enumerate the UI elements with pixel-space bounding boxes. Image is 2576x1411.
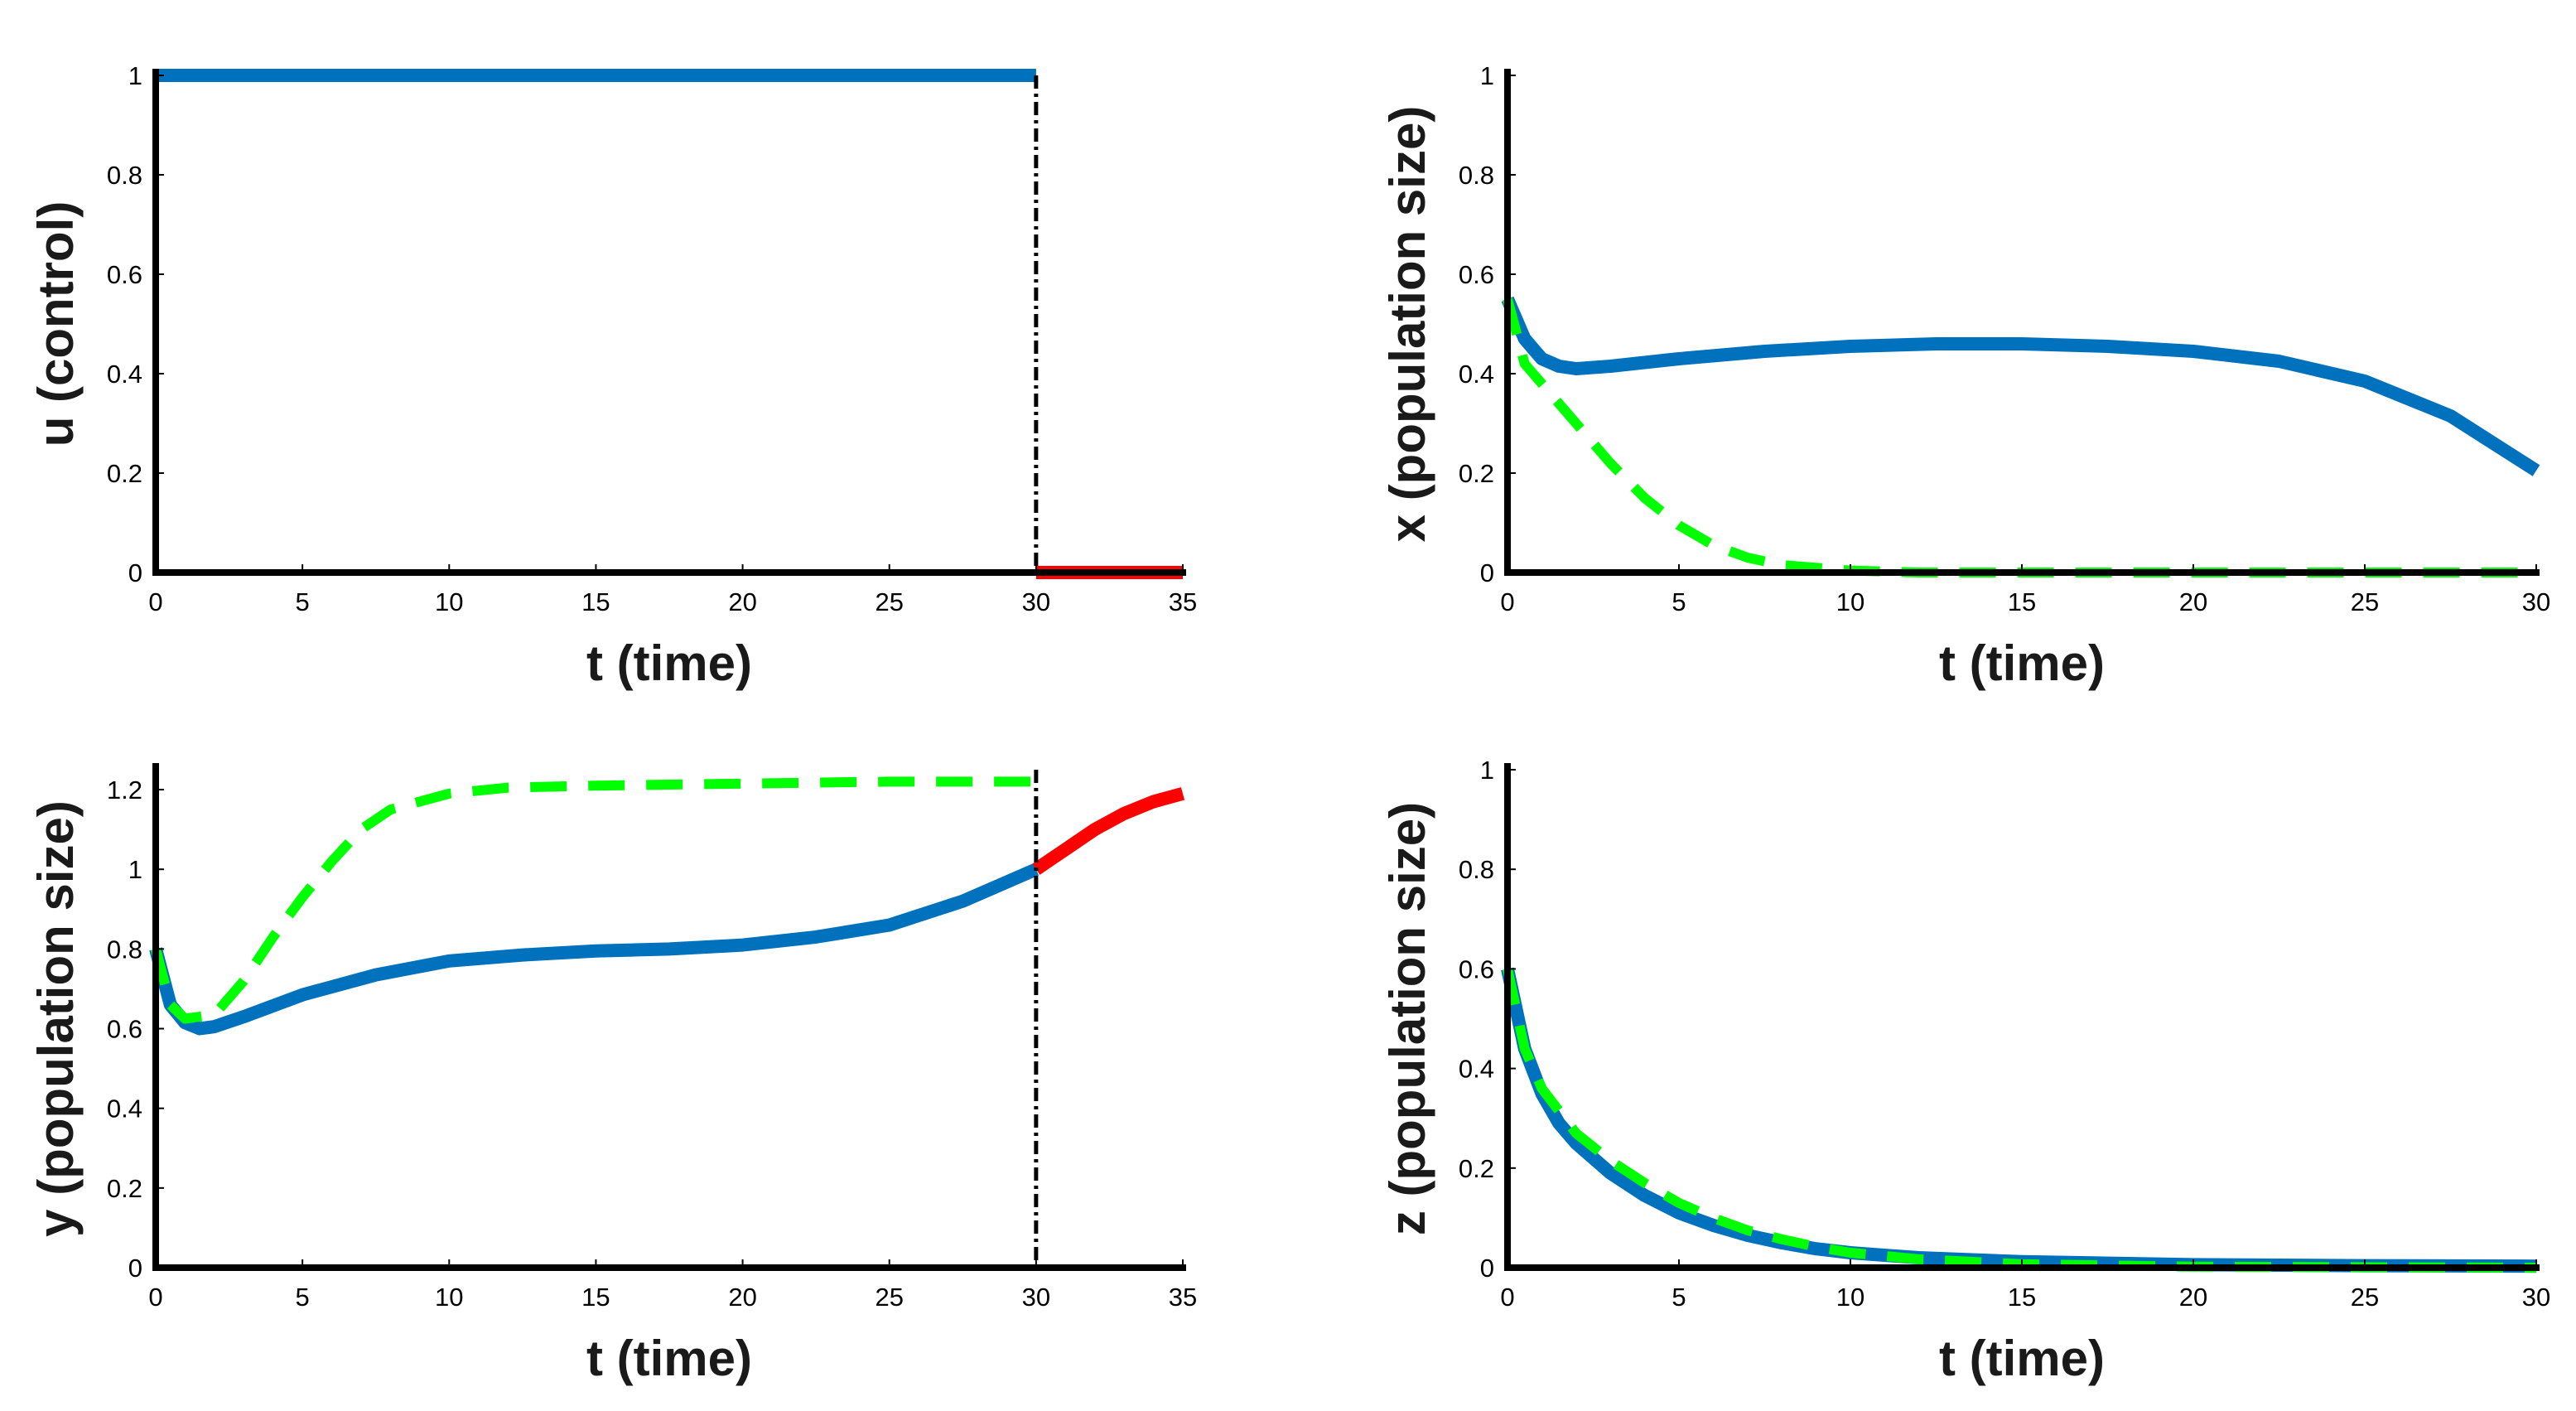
y-tick-label: 0.4 — [1459, 1055, 1494, 1084]
x-tick-label: 5 — [296, 1283, 310, 1312]
y-tick-label: 1.2 — [107, 776, 142, 805]
panel-y-population: 0 5 10 15 20 25 30 35 0 0.2 0.4 0.6 0.8 1 1.2 t (time) y… — [28, 763, 1197, 1386]
y-tick-label: 0.4 — [1459, 360, 1494, 389]
series-y-y-optimal — [149, 863, 1040, 1036]
y-tick-label: 0.8 — [1459, 161, 1494, 190]
x-tick-label: 30 — [2522, 1283, 2550, 1312]
x-tick-label: 20 — [2179, 1283, 2207, 1312]
x-axis-label-u: t (time) — [586, 635, 752, 691]
y-axis-label-z: z (population size) — [1380, 802, 1435, 1235]
panel-x-population: 0 5 10 15 20 25 30 0 0.2 0.4 0.6 0.8 1 t (time) x (pop… — [1380, 61, 2550, 691]
x-tick-label: 15 — [2008, 587, 2036, 616]
y-tick-label: 1 — [1480, 61, 1494, 90]
x-tick-label: 25 — [2351, 1283, 2379, 1312]
y-axis-label-y: y (population size) — [28, 800, 84, 1237]
x-tick-label: 30 — [1022, 1283, 1050, 1312]
y-tick-label: 0.2 — [1459, 459, 1494, 488]
y-tick-label: 0.2 — [1459, 1154, 1494, 1183]
y-tick-label: 0.8 — [107, 935, 142, 964]
x-tick-label: 5 — [1672, 1283, 1686, 1312]
y-tick-label: 0 — [128, 558, 142, 587]
y-tick-label: 0.6 — [107, 1015, 142, 1044]
y-tick-label: 0 — [1480, 1254, 1494, 1283]
y-tick-label: 1 — [128, 61, 142, 90]
panel-z-population: 0 5 10 15 20 25 30 0 0.2 0.4 0.6 0.8 1 t (time) z (pop… — [1380, 756, 2550, 1386]
x-tick-label: 25 — [875, 587, 903, 616]
x-tick-label: 20 — [728, 587, 756, 616]
y-tick-label: 0.2 — [107, 459, 142, 488]
y-tick-label: 0.2 — [107, 1174, 142, 1203]
y-tick-label: 0.6 — [1459, 954, 1494, 983]
x-tick-label: 15 — [581, 587, 610, 616]
x-tick-label: 0 — [1500, 587, 1514, 616]
x-tick-label: 25 — [875, 1283, 903, 1312]
series-z-z-optimal — [1501, 967, 2537, 1273]
x-tick-label: 30 — [2522, 587, 2550, 616]
x-tick-label: 5 — [1672, 587, 1686, 616]
y-tick-label: 0.4 — [107, 1094, 142, 1123]
x-tick-label: 10 — [1836, 587, 1864, 616]
series-y-y-uncontrolled — [151, 776, 1036, 1024]
x-tick-label: 0 — [148, 587, 162, 616]
x-tick-label: 20 — [2179, 587, 2207, 616]
x-tick-label: 0 — [148, 1283, 162, 1312]
panel-u-control: 0 5 10 15 20 25 30 35 0 0.2 0.4 0.6 0.8 1 t (time) u (c… — [28, 61, 1197, 691]
x-tick-label: 15 — [581, 1283, 610, 1312]
y-tick-label: 0.8 — [107, 161, 142, 190]
y-tick-label: 0.6 — [107, 260, 142, 289]
x-axis-label-z: t (time) — [1939, 1331, 2105, 1386]
x-axis-label-y: t (time) — [586, 1331, 752, 1386]
x-tick-label: 10 — [435, 1283, 463, 1312]
x-tick-label: 35 — [1169, 587, 1197, 616]
y-tick-label: 1 — [128, 855, 142, 884]
x-axis-label-x: t (time) — [1939, 635, 2105, 691]
x-tick-label: 35 — [1169, 1283, 1197, 1312]
series-y-y-after-30 — [1032, 787, 1185, 875]
y-axis-label-u: u (control) — [28, 201, 84, 447]
x-tick-label: 0 — [1500, 1283, 1514, 1312]
y-tick-label: 0.4 — [107, 360, 142, 389]
x-tick-label: 15 — [2008, 1283, 2036, 1312]
x-tick-label: 30 — [1022, 587, 1050, 616]
y-tick-label: 1 — [1480, 756, 1494, 785]
series-x-x-optimal — [1501, 296, 2540, 476]
x-tick-label: 10 — [1836, 1283, 1864, 1312]
y-tick-label: 0 — [1480, 558, 1494, 587]
x-tick-label: 5 — [296, 587, 310, 616]
y-tick-label: 0 — [128, 1254, 142, 1283]
x-tick-label: 10 — [435, 587, 463, 616]
x-tick-label: 20 — [728, 1283, 756, 1312]
y-tick-label: 0.6 — [1459, 260, 1494, 289]
y-tick-label: 0.8 — [1459, 855, 1494, 884]
series-z-z-uncontrolled — [1503, 968, 2537, 1273]
x-tick-label: 25 — [2351, 587, 2379, 616]
y-axis-label-x: x (population size) — [1380, 106, 1435, 543]
